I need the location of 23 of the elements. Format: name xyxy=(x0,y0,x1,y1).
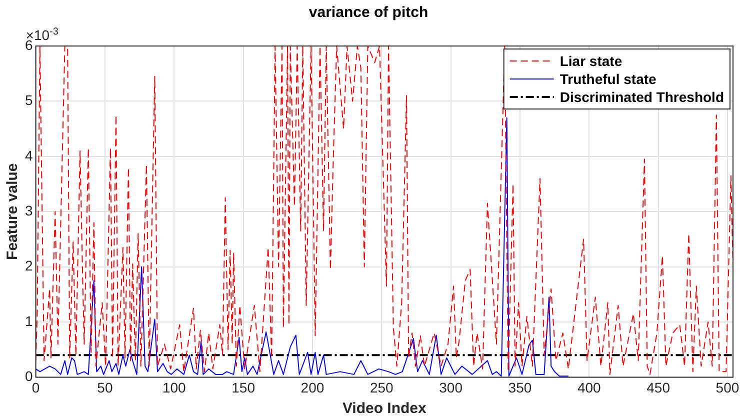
x-tick-label: 400 xyxy=(577,379,602,396)
x-tick-label: 100 xyxy=(162,379,186,396)
line-series xyxy=(36,46,733,375)
x-tick-label: 250 xyxy=(370,379,394,396)
x-tick-label: 350 xyxy=(508,379,532,396)
x-tick-label: 200 xyxy=(300,379,324,396)
y-tick-label: 1 xyxy=(24,312,33,329)
x-tick-label: 50 xyxy=(97,379,113,396)
x-tick-label: 450 xyxy=(646,379,670,396)
legend-label: Trutheful state xyxy=(560,70,657,87)
x-tick-label: 500 xyxy=(716,379,740,396)
y-tick-label: 0 xyxy=(24,368,33,384)
y-axis-title: Feature value xyxy=(4,163,22,260)
chart-title: variance of pitch xyxy=(308,4,428,22)
x-tick-label: 300 xyxy=(439,379,463,396)
x-axis-title: Video Index xyxy=(342,400,428,418)
legend-label: Liar state xyxy=(560,52,622,69)
x-tick-label: 150 xyxy=(232,379,256,396)
y-tick-label: 2 xyxy=(24,258,33,274)
y-tick-label: 4 xyxy=(24,147,33,164)
y-tick-label: 3 xyxy=(24,202,33,218)
legend-label: Discriminated Threshold xyxy=(560,88,724,105)
y-tick-label: 5 xyxy=(24,92,33,108)
